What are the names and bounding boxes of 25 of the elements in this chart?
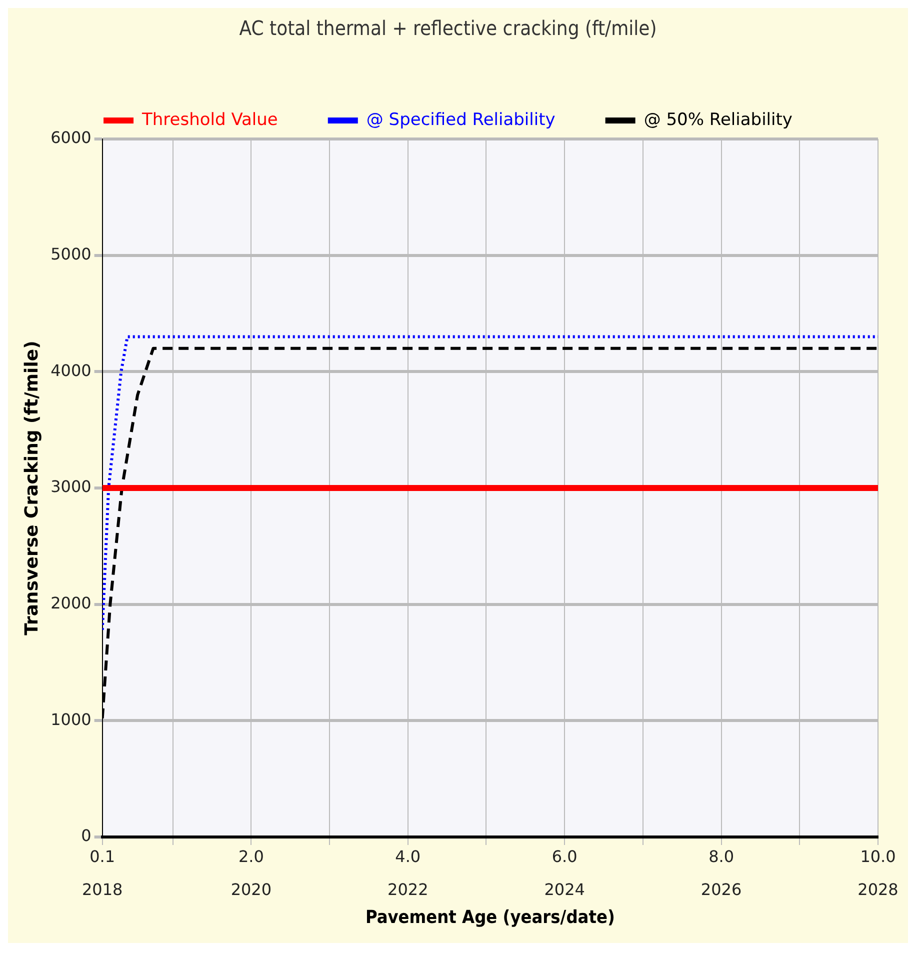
x2-tick-label: 2018	[82, 880, 123, 899]
legend-label: @ Specified Reliability	[366, 110, 556, 130]
y-tick-label: 1000	[50, 710, 92, 729]
y-tick-label: 3000	[50, 477, 92, 496]
x-tick-label: 2.0	[238, 846, 264, 866]
x2-tick-label: 2022	[388, 880, 428, 899]
y-tick-label: 0	[81, 826, 92, 846]
x2-tick-label: 2020	[230, 880, 272, 899]
x-axis-title: Pavement Age (years/date)	[365, 906, 615, 928]
x-tick-label: 0.1	[90, 846, 116, 866]
x2-tick-label: 2026	[700, 880, 742, 899]
y-tick-label: 2000	[50, 593, 92, 612]
x2-tick-label: 2028	[858, 880, 898, 899]
y-axis-title: Transverse Cracking (ft/mile)	[21, 340, 42, 636]
chart-title: AC total thermal + reflective cracking (ft/mile)	[239, 16, 657, 40]
x2-tick-label: 2024	[544, 880, 585, 899]
x-tick-label: 8.0	[708, 846, 734, 866]
y-tick-label: 4000	[50, 360, 92, 380]
x-tick-label: 10.0	[860, 846, 896, 866]
legend-label: Threshold Value	[141, 110, 278, 130]
x-tick-label: 4.0	[395, 846, 421, 866]
y-tick-label: 5000	[50, 244, 92, 264]
x-tick-label: 6.0	[552, 846, 578, 866]
legend-label: @ 50% Reliability	[644, 110, 792, 130]
y-tick-label: 6000	[50, 128, 92, 148]
